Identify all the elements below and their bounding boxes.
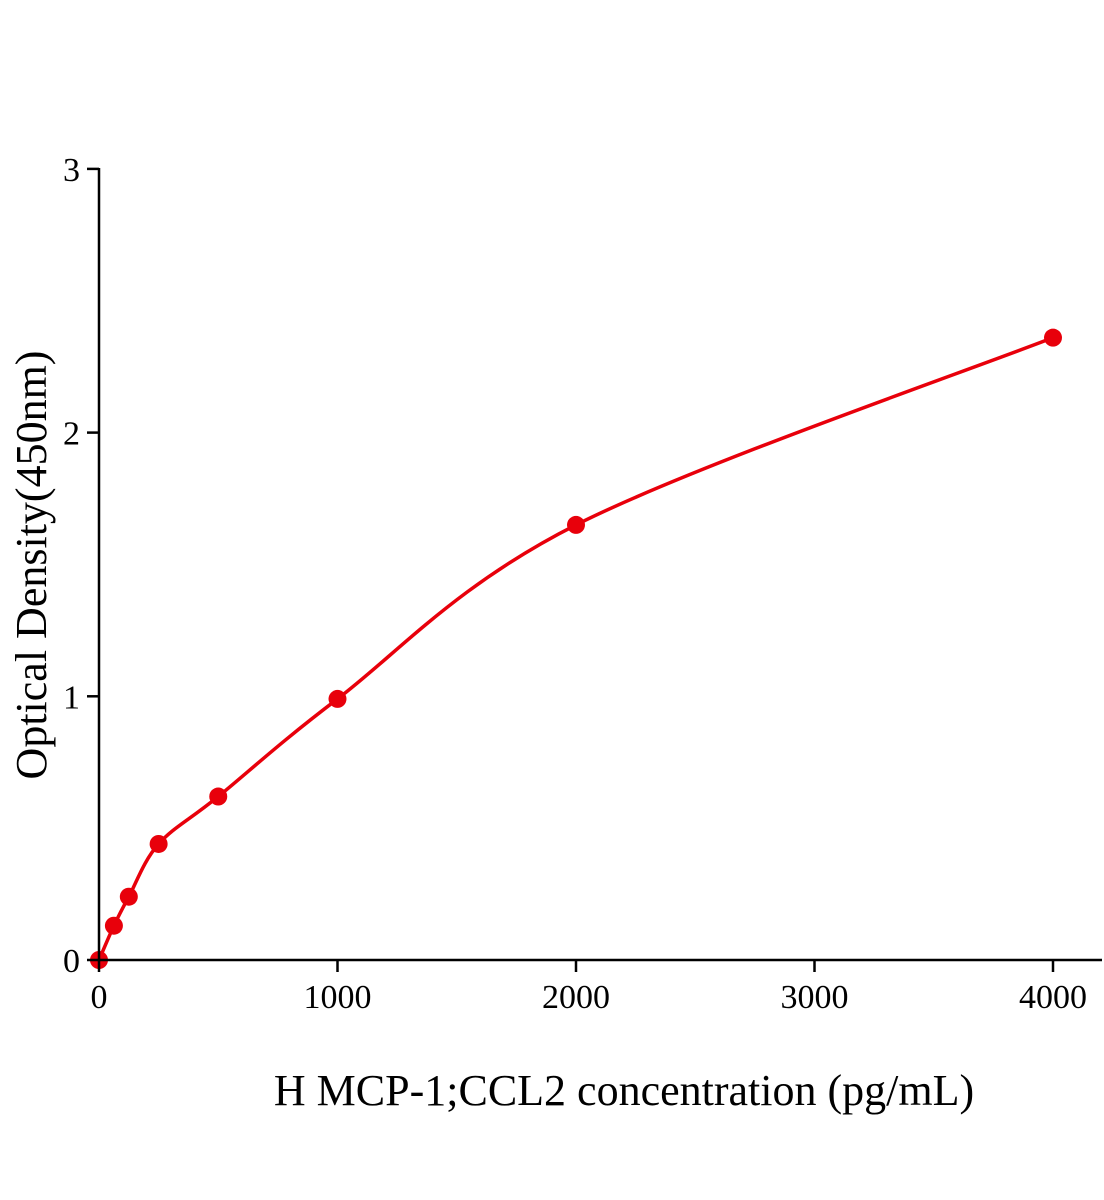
data-point: [119, 887, 138, 906]
x-tick-label: 0: [91, 979, 108, 1016]
y-tick-label: 1: [63, 679, 80, 716]
data-points: [90, 328, 1062, 969]
x-ticks: 0 1000 2000 3000 4000: [91, 960, 1087, 1016]
data-point: [328, 689, 347, 708]
y-tick-label: 2: [63, 416, 80, 453]
fit-curve: [97, 336, 1054, 961]
x-tick-label: 4000: [1019, 979, 1087, 1016]
x-tick-label: 1000: [304, 979, 372, 1016]
data-point: [1044, 328, 1062, 347]
data-point: [104, 916, 123, 935]
data-point: [149, 834, 168, 853]
data-point: [209, 787, 228, 806]
y-ticks: 0 1 2 3: [63, 152, 99, 980]
data-point: [567, 515, 585, 534]
y-axis-label: Optical Density(450nm): [7, 351, 56, 780]
x-tick-label: 2000: [542, 979, 610, 1016]
x-tick-label: 3000: [781, 979, 849, 1016]
y-tick-label: 0: [63, 943, 80, 980]
x-axis-label: H MCP-1;CCL2 concentration (pg/mL): [274, 1066, 974, 1115]
y-tick-label: 3: [63, 152, 80, 189]
fit-curve-layer: [97, 336, 1054, 961]
